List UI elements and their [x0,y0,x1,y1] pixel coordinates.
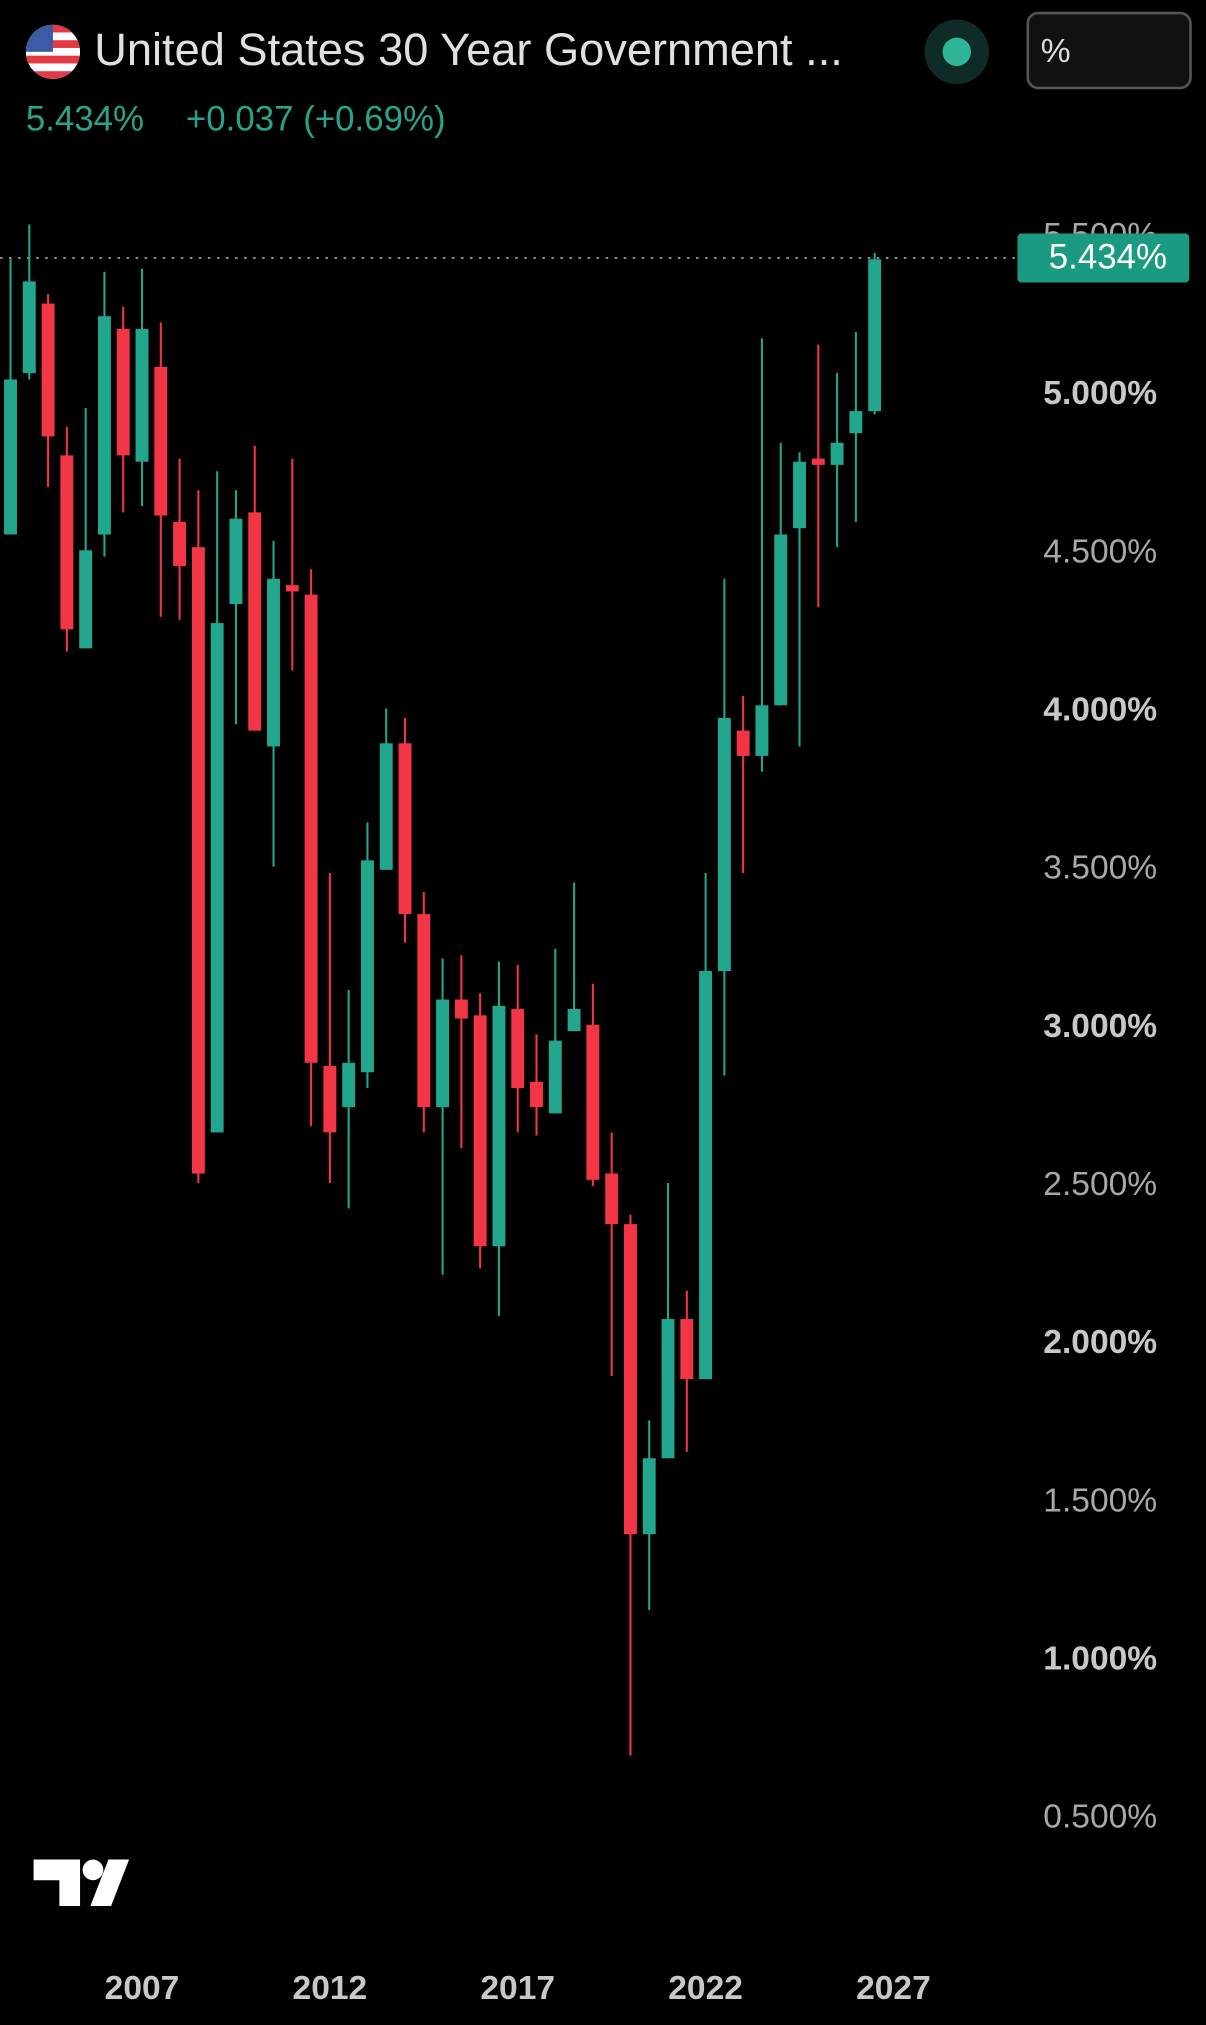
candle-body [398,743,412,915]
candle-body [60,455,74,630]
price-label: 5.434% [1049,237,1167,276]
candle-body [755,705,769,756]
candle-body [4,379,17,535]
candle-body [79,550,93,649]
unit-button[interactable] [1026,11,1192,90]
y-tick-label: 1.000% [1043,1641,1157,1678]
candle-body [793,461,806,529]
unit-button-label[interactable]: % [1041,33,1071,70]
candle-body [849,411,863,434]
candle-body [699,971,713,1380]
candle-body [323,1065,337,1133]
x-tick-label: 2027 [856,1970,931,2007]
candle-body [717,717,731,972]
price: 5.434% [26,100,144,139]
candle-body [605,1173,619,1225]
candle-body [97,316,111,535]
candle-body [154,366,168,516]
candle-body [116,328,130,456]
x-tick-label: 2022 [668,1970,743,2007]
candle-body [492,1005,506,1247]
candle-body [511,1009,525,1089]
candle-body [530,1081,543,1108]
candle-body [868,259,882,412]
candle-body [135,328,149,462]
candle-body [173,521,187,567]
y-tick-label: 4.500% [1043,533,1157,570]
candle-body [22,281,36,374]
x-tick-label: 2012 [293,1970,368,2007]
candle-body [661,1319,675,1459]
candle-body [830,442,844,465]
title: United States 30 Year Government ... [94,24,843,75]
candle-body [417,914,431,1108]
flag-icon [25,24,81,79]
y-tick-label: 0.500% [1043,1799,1157,1836]
x-tick-label: 2017 [480,1970,555,2007]
candle-body [248,512,262,731]
x-tick-label: 2007 [105,1970,180,2007]
status-dot [942,37,971,67]
plot-area: 0.500% 1.000% 1.500% 2.000% 2.500% 3.000% 3.50… [4,217,1157,2007]
candle-body [642,1458,656,1535]
candle-body [454,999,468,1019]
candle-body [680,1319,694,1380]
candle-body [229,518,243,605]
candle-body [210,623,224,1133]
candle-body [285,585,299,592]
y-tick-label: 3.500% [1043,850,1157,887]
y-tick-label: 3.000% [1043,1008,1157,1045]
y-tick-label: 1.500% [1043,1482,1157,1519]
candle-body [548,1040,562,1114]
candle-body [304,594,318,1063]
price-label-box [1017,233,1190,283]
y-tick-label: 5.000% [1043,375,1157,412]
candle-body [360,860,374,1073]
candle-body [436,999,450,1108]
tradingview-logo [33,1859,130,1907]
y-tick-label: 2.000% [1043,1324,1157,1361]
candle-body [267,578,280,747]
price-change: +0.037 (+0.69%) [186,100,446,139]
candle-body [473,1015,487,1247]
candle-body [811,458,825,465]
candle-body [191,547,205,1174]
candle-body [379,743,393,870]
candle-body [774,534,788,706]
candle-body [41,303,55,437]
candle-body [567,1009,581,1032]
y-tick-label: 4.000% [1043,692,1157,729]
candle-body [586,1024,600,1180]
y-tick-label: 2.500% [1043,1166,1157,1203]
candle-body [623,1224,637,1535]
candle-body [736,730,750,756]
candle-body [342,1062,356,1108]
